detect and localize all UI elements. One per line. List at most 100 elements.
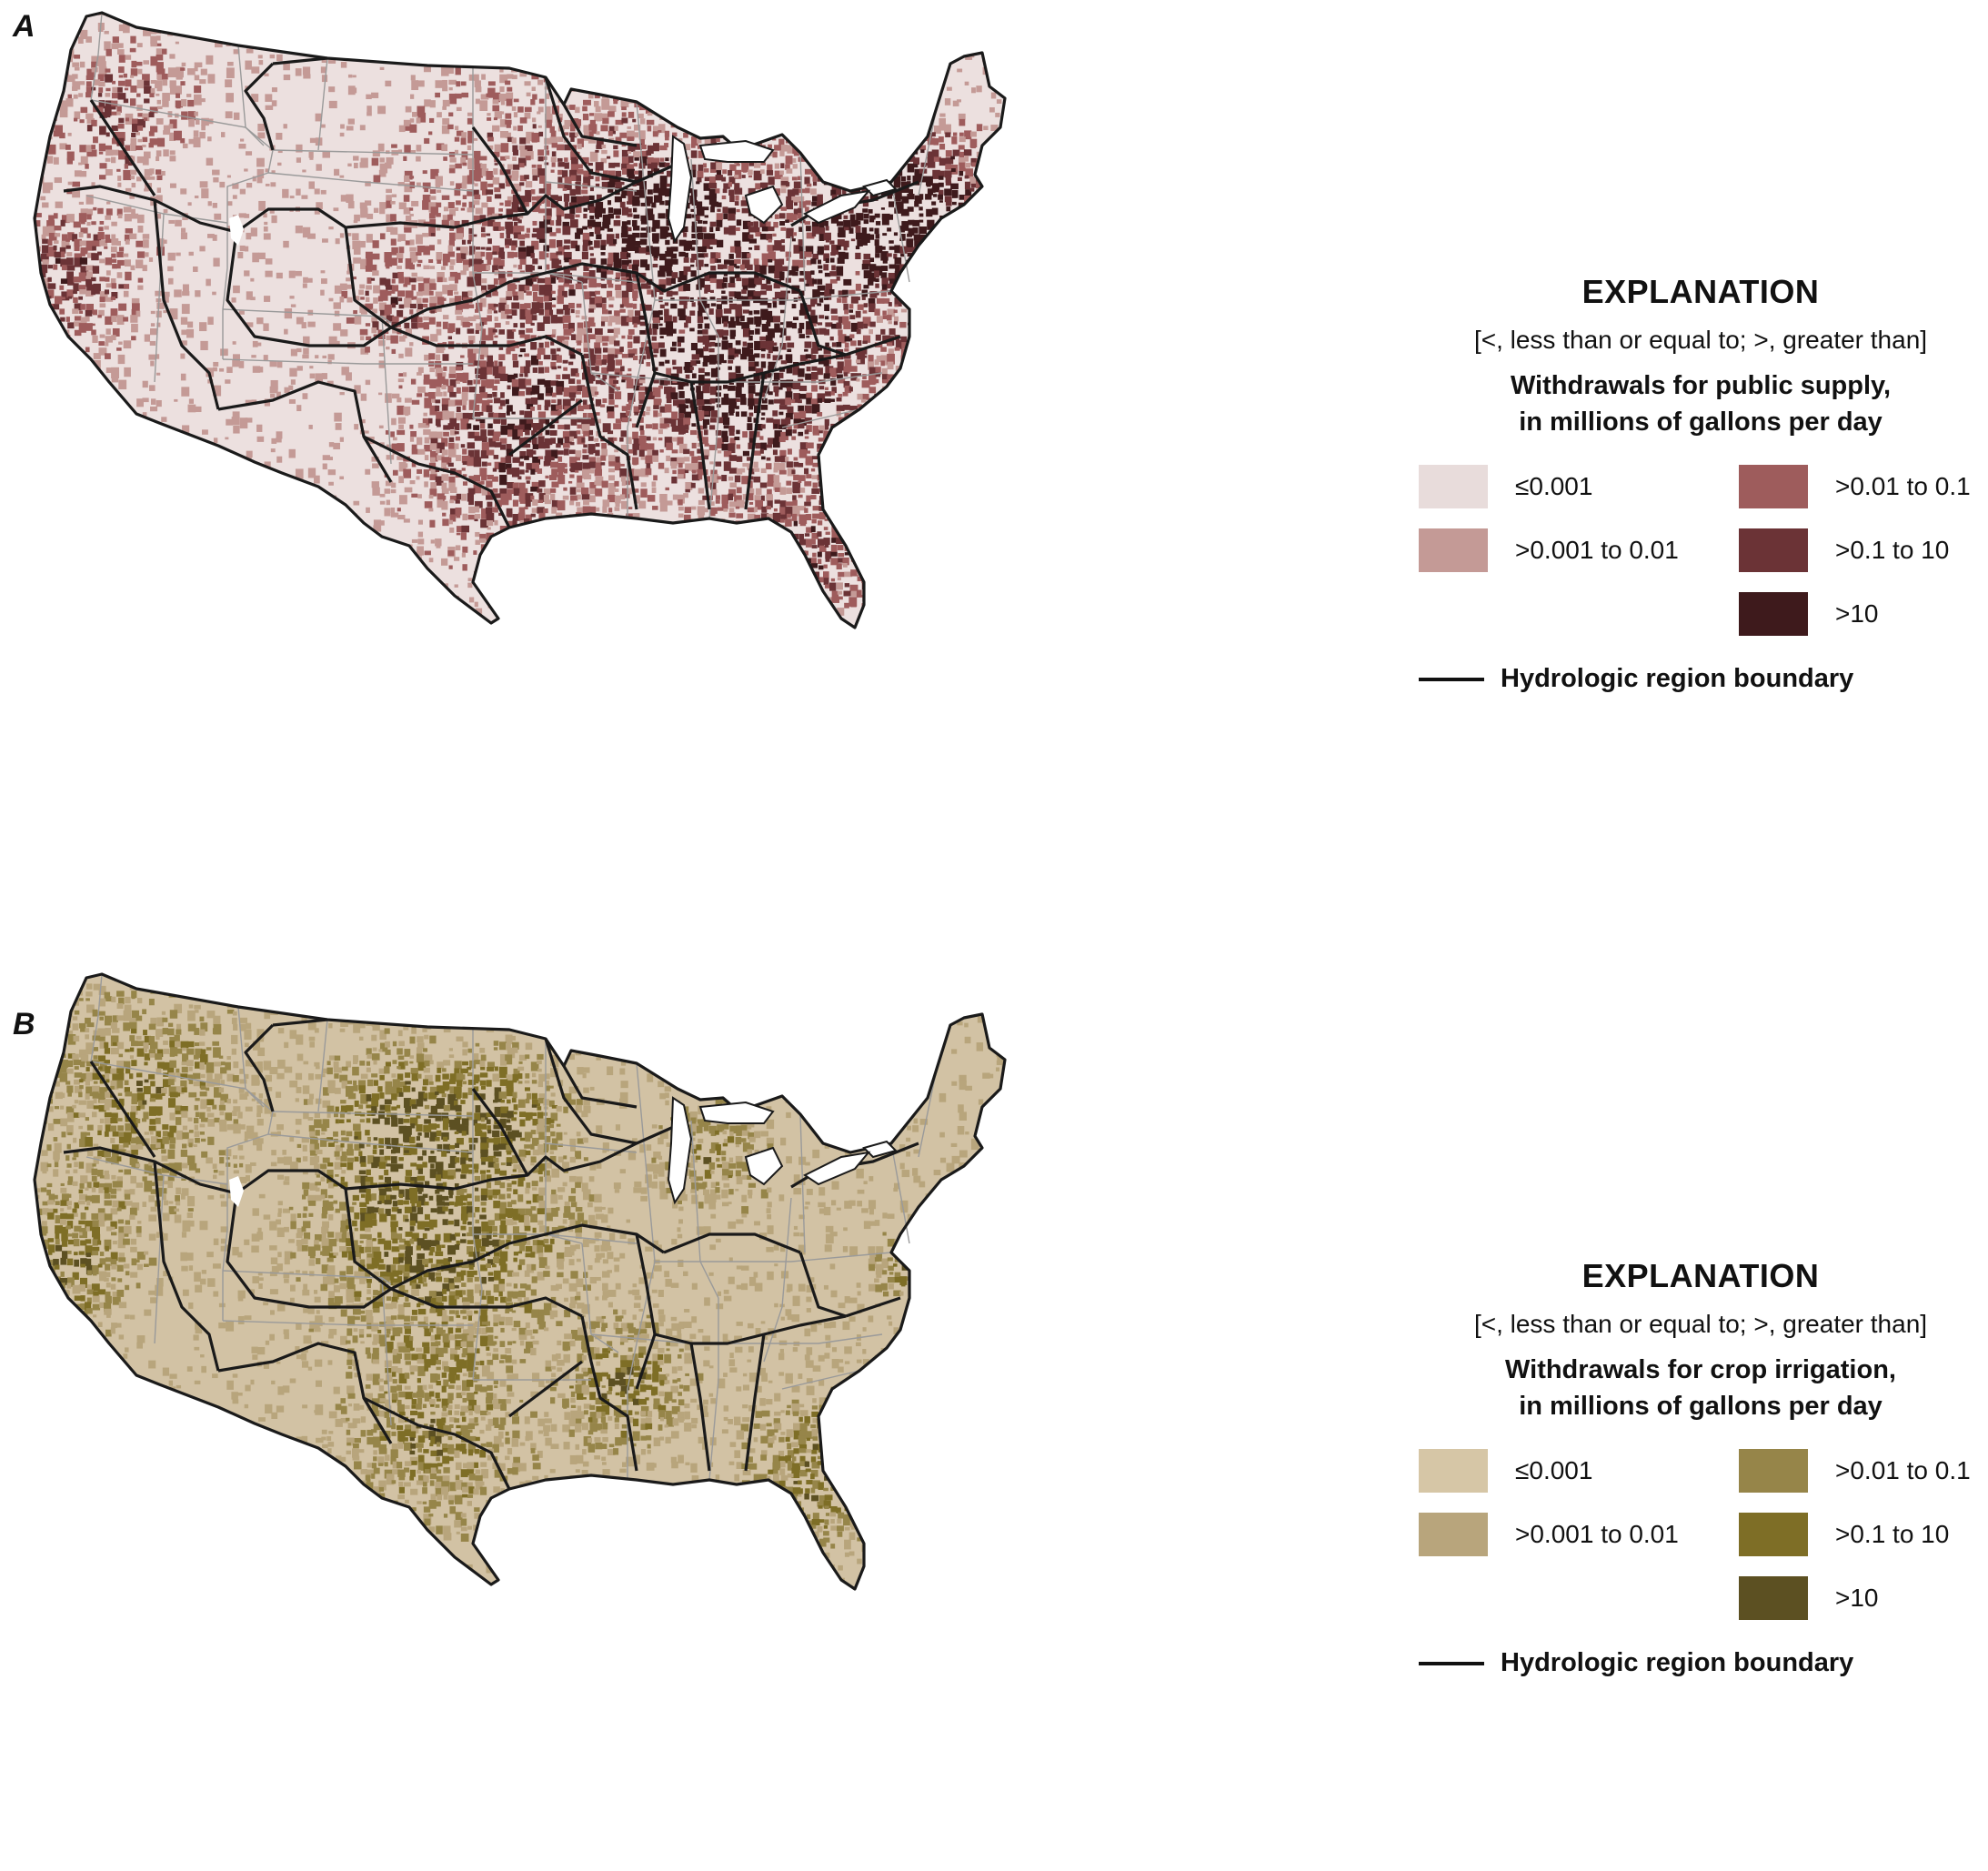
withdrawal-cell — [390, 238, 397, 246]
withdrawal-cell — [35, 328, 40, 337]
withdrawal-cell — [601, 98, 610, 110]
withdrawal-cell — [963, 310, 971, 318]
withdrawal-cell — [577, 200, 582, 207]
withdrawal-cell — [742, 341, 748, 347]
withdrawal-cell — [868, 361, 874, 370]
withdrawal-cell — [481, 437, 487, 443]
withdrawal-cell — [722, 206, 728, 214]
withdrawal-cell — [308, 424, 313, 429]
withdrawal-cell — [519, 322, 526, 328]
withdrawal-cell — [829, 92, 834, 96]
withdrawal-cell — [768, 391, 773, 396]
withdrawal-cell — [900, 379, 906, 384]
withdrawal-cell — [881, 29, 889, 35]
withdrawal-cell — [131, 132, 136, 137]
withdrawal-cell — [409, 214, 414, 216]
withdrawal-cell — [678, 239, 687, 246]
withdrawal-cell — [479, 423, 486, 429]
withdrawal-cell — [857, 393, 864, 400]
withdrawal-cell — [449, 181, 455, 186]
withdrawal-cell — [288, 398, 296, 404]
withdrawal-cell — [672, 132, 678, 137]
withdrawal-cell — [397, 429, 406, 436]
withdrawal-cell — [831, 374, 837, 378]
withdrawal-cell — [950, 373, 959, 383]
withdrawal-cell — [880, 423, 888, 429]
withdrawal-cell — [577, 436, 586, 445]
withdrawal-cell — [55, 201, 63, 208]
withdrawal-cell — [818, 227, 826, 235]
withdrawal-cell — [378, 392, 383, 396]
withdrawal-cell — [397, 290, 406, 297]
withdrawal-cell — [728, 207, 737, 215]
withdrawal-cell — [378, 35, 385, 43]
withdrawal-cell — [144, 98, 150, 104]
withdrawal-cell — [658, 265, 667, 272]
withdrawal-cell — [577, 418, 583, 423]
withdrawal-cell — [969, 201, 974, 206]
withdrawal-cell — [35, 310, 37, 316]
withdrawal-cell — [220, 348, 228, 357]
withdrawal-cell — [607, 213, 614, 219]
withdrawal-cell — [512, 54, 517, 60]
withdrawal-cell — [437, 239, 442, 245]
withdrawal-cell — [339, 297, 345, 303]
withdrawal-cell — [505, 113, 512, 119]
withdrawal-cell — [894, 297, 902, 307]
withdrawal-cell — [105, 277, 110, 282]
withdrawal-cell — [99, 291, 108, 302]
withdrawal-cell — [735, 340, 741, 346]
withdrawal-cell — [525, 181, 533, 188]
withdrawal-cell — [798, 61, 808, 67]
withdrawal-cell — [557, 366, 562, 369]
withdrawal-cell — [647, 126, 652, 132]
withdrawal-cell — [137, 113, 144, 117]
withdrawal-cell — [61, 240, 70, 249]
withdrawal-cell — [722, 80, 729, 89]
withdrawal-cell — [417, 367, 424, 373]
withdrawal-cell — [328, 100, 337, 109]
withdrawal-cell — [587, 417, 596, 427]
withdrawal-cell — [588, 246, 594, 250]
withdrawal-cell — [405, 347, 413, 357]
withdrawal-cell — [691, 221, 698, 227]
withdrawal-cell — [810, 379, 817, 384]
withdrawal-cell — [848, 387, 853, 392]
withdrawal-cell — [111, 111, 117, 116]
withdrawal-cell — [200, 17, 207, 26]
withdrawal-cell — [734, 175, 739, 178]
withdrawal-cell — [513, 112, 518, 118]
withdrawal-cell — [830, 378, 837, 386]
withdrawal-cell — [919, 213, 924, 217]
withdrawal-cell — [914, 201, 919, 207]
withdrawal-cell — [125, 227, 133, 234]
withdrawal-cell — [137, 68, 143, 75]
withdrawal-cell — [455, 233, 464, 240]
withdrawal-cell — [562, 359, 568, 364]
withdrawal-cell — [404, 277, 411, 286]
withdrawal-cell — [818, 327, 827, 335]
withdrawal-cell — [683, 417, 691, 426]
withdrawal-cell — [798, 378, 804, 383]
withdrawal-cell — [583, 213, 587, 219]
withdrawal-cell — [753, 296, 761, 304]
withdrawal-cell — [938, 189, 944, 196]
withdrawal-cell — [577, 424, 582, 429]
withdrawal-cell — [628, 348, 634, 355]
withdrawal-cell — [927, 297, 933, 302]
withdrawal-cell — [156, 68, 166, 80]
withdrawal-cell — [728, 355, 735, 360]
withdrawal-cell — [339, 437, 344, 442]
withdrawal-cell — [799, 251, 807, 259]
withdrawal-cell — [666, 277, 672, 286]
withdrawal-cell — [753, 221, 758, 228]
withdrawal-cell — [933, 80, 941, 87]
withdrawal-cell — [475, 323, 484, 331]
withdrawal-cell — [957, 271, 964, 277]
withdrawal-cell — [798, 431, 804, 437]
withdrawal-cell — [436, 328, 442, 336]
withdrawal-cell — [117, 43, 124, 48]
withdrawal-cell — [513, 221, 518, 227]
withdrawal-cell — [99, 297, 105, 303]
withdrawal-cell — [473, 425, 480, 430]
